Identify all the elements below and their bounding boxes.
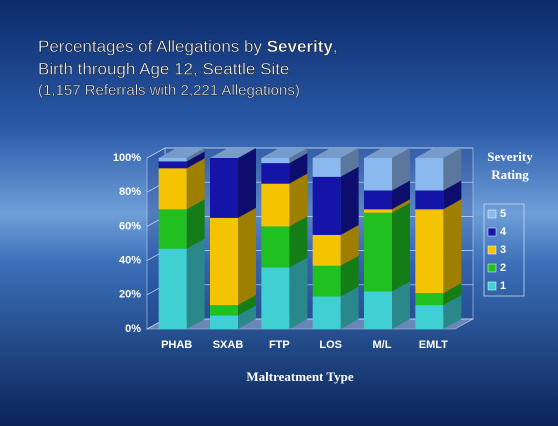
bar <box>415 305 444 329</box>
legend-swatch <box>487 281 497 291</box>
legend-swatch <box>487 209 497 219</box>
y-tick-label: 80% <box>119 186 141 198</box>
bar-side <box>443 148 462 191</box>
y-tick-label: 100% <box>113 152 141 164</box>
bar <box>364 209 392 213</box>
bar-side <box>340 255 359 297</box>
legend-title: Rating <box>491 167 529 182</box>
bar-side <box>392 202 410 292</box>
subtitle: (1,157 Referrals with 2,221 Allegations) <box>38 82 300 99</box>
bar <box>261 183 290 227</box>
legend-swatch <box>487 227 497 237</box>
subtitle: Birth through Age 12, Seattle Site <box>38 59 289 78</box>
bar-side <box>238 148 256 218</box>
bar-top <box>261 148 308 158</box>
bar <box>158 248 187 329</box>
legend-label: 1 <box>500 280 506 292</box>
bar <box>158 161 187 169</box>
legend-label: 3 <box>500 244 506 256</box>
bar-side <box>340 166 359 235</box>
bar <box>210 217 238 306</box>
y-tick-label: 40% <box>119 255 141 267</box>
legend-box <box>483 203 525 297</box>
x-tick-label: LOS <box>319 339 342 351</box>
legend-label: 2 <box>500 262 506 274</box>
bar <box>415 209 444 294</box>
bar-side <box>289 173 308 227</box>
title-part: , <box>333 37 338 56</box>
bar-top <box>364 148 410 158</box>
bar <box>312 265 341 297</box>
bar <box>210 305 238 316</box>
bar <box>261 158 290 164</box>
chart-title: Percentages of Allegations by Severity, <box>38 37 338 56</box>
bar <box>261 267 290 329</box>
bar-side <box>289 257 308 329</box>
bar <box>158 168 187 210</box>
legend-label: 4 <box>500 226 507 238</box>
x-tick-label: PHAB <box>161 339 192 351</box>
bar-top <box>210 148 256 158</box>
bar-side <box>392 281 410 329</box>
legend-swatch <box>487 245 497 255</box>
bar-side <box>289 148 308 164</box>
x-axis-title: Maltreatment Type <box>246 369 353 384</box>
y-tick-label: 60% <box>119 220 141 232</box>
bar <box>158 209 187 249</box>
bar <box>364 190 392 210</box>
bar-side <box>340 224 359 266</box>
x-tick-label: EMLT <box>419 339 448 351</box>
bar-side <box>392 199 410 213</box>
bar-side <box>238 207 256 306</box>
bar <box>312 158 341 177</box>
legend-swatch <box>487 263 497 273</box>
bar-top <box>415 148 462 158</box>
bar-side <box>238 305 256 329</box>
grid-line <box>146 147 473 159</box>
bar <box>364 212 392 292</box>
bar <box>312 234 341 266</box>
bar-side <box>186 151 205 169</box>
bar-side <box>289 216 308 268</box>
legend-label: 5 <box>500 208 506 220</box>
bar <box>210 158 238 218</box>
x-tick-label: SXAB <box>213 339 244 351</box>
bar <box>261 163 290 184</box>
x-tick-label: FTP <box>269 339 290 351</box>
bar-top <box>158 148 205 158</box>
bar-top <box>312 148 359 158</box>
bar-side <box>443 295 462 329</box>
x-tick-label: M/L <box>373 339 392 351</box>
bar <box>312 176 341 235</box>
bar <box>364 158 392 191</box>
title-part: Percentages of Allegations by <box>38 37 267 56</box>
bar-side <box>186 199 205 249</box>
bar-side <box>392 180 410 210</box>
title-part: Severity <box>267 37 334 56</box>
bar <box>210 315 238 329</box>
bar-side <box>238 295 256 316</box>
bar-side <box>392 148 410 191</box>
y-tick-label: 20% <box>119 289 141 301</box>
bar-side <box>443 199 462 294</box>
legend-title: Severity <box>487 149 533 164</box>
bar-side <box>186 238 205 329</box>
bar <box>364 291 392 329</box>
bar <box>415 293 444 306</box>
bar-side <box>443 283 462 306</box>
bar-side <box>443 180 462 210</box>
bar <box>415 190 444 210</box>
y-tick-label: 0% <box>125 323 141 335</box>
bar-side <box>340 148 359 177</box>
bar-side <box>186 148 205 162</box>
bar <box>415 158 444 191</box>
bar <box>261 226 290 268</box>
bar-side <box>289 153 308 184</box>
bar-side <box>340 286 359 329</box>
bar <box>158 158 187 162</box>
bar <box>312 296 341 329</box>
bar-side <box>186 158 205 210</box>
